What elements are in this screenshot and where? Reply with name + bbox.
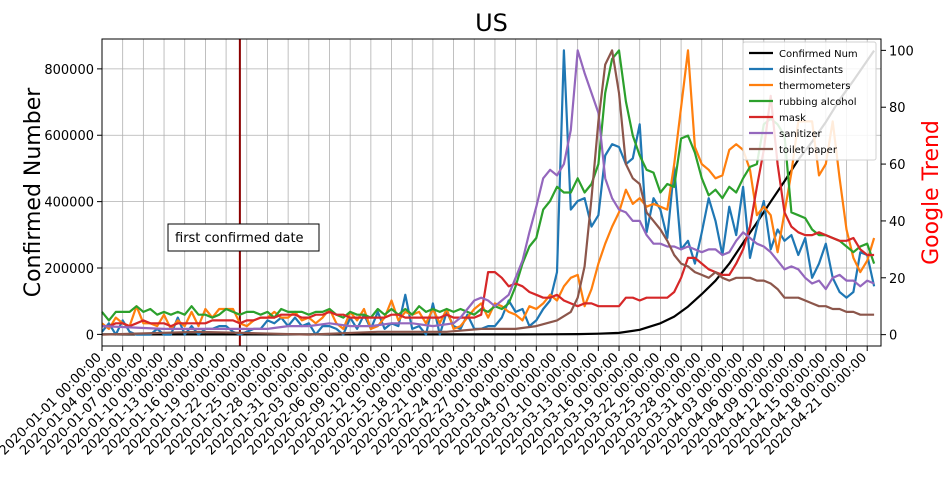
left-y-axis-label: Confirmed Number xyxy=(21,87,46,298)
right-y-tick-label: 100 xyxy=(889,44,914,59)
annotation-box xyxy=(167,223,320,252)
legend: Confirmed Num disinfectants thermometers ru… xyxy=(742,41,877,161)
series-line-mask xyxy=(102,94,875,328)
legend-label-toilet-paper: toilet paper xyxy=(779,145,838,156)
chart-title: US xyxy=(475,9,508,37)
left-y-tick-label: 200000 xyxy=(44,262,94,277)
legend-label-mask: mask xyxy=(779,113,806,124)
legend-label-confirmed-num: Confirmed Num xyxy=(779,49,858,60)
right-y-tick-label: 20 xyxy=(889,272,906,287)
legend-label-sanitizer: sanitizer xyxy=(779,129,823,140)
right-y-axis-label: Google Trend xyxy=(919,120,944,265)
series-line-rubbing-alcohol xyxy=(101,49,876,322)
left-y-tick-label: 400000 xyxy=(44,196,94,211)
legend-label-disinfectants: disinfectants xyxy=(779,65,843,76)
left-y-tick-label: 0 xyxy=(86,328,94,343)
right-y-tick-label: 40 xyxy=(889,215,906,230)
plot-frame xyxy=(101,38,882,347)
annotation-label: first confirmed date xyxy=(175,231,304,246)
right-y-tick-label: 80 xyxy=(889,101,906,116)
series-line-toilet-paper xyxy=(101,49,875,336)
series-line-sanitizer xyxy=(101,49,875,330)
right-y-tick-label: 60 xyxy=(889,158,906,173)
legend-label-rubbing-alcohol: rubbing alcohol xyxy=(779,97,857,108)
right-y-tick-label: 0 xyxy=(889,329,897,344)
left-y-tick-label: 600000 xyxy=(44,129,94,144)
legend-label-thermometers: thermometers xyxy=(779,81,851,92)
left-y-tick-label: 800000 xyxy=(44,63,94,78)
legend-box xyxy=(742,41,877,161)
